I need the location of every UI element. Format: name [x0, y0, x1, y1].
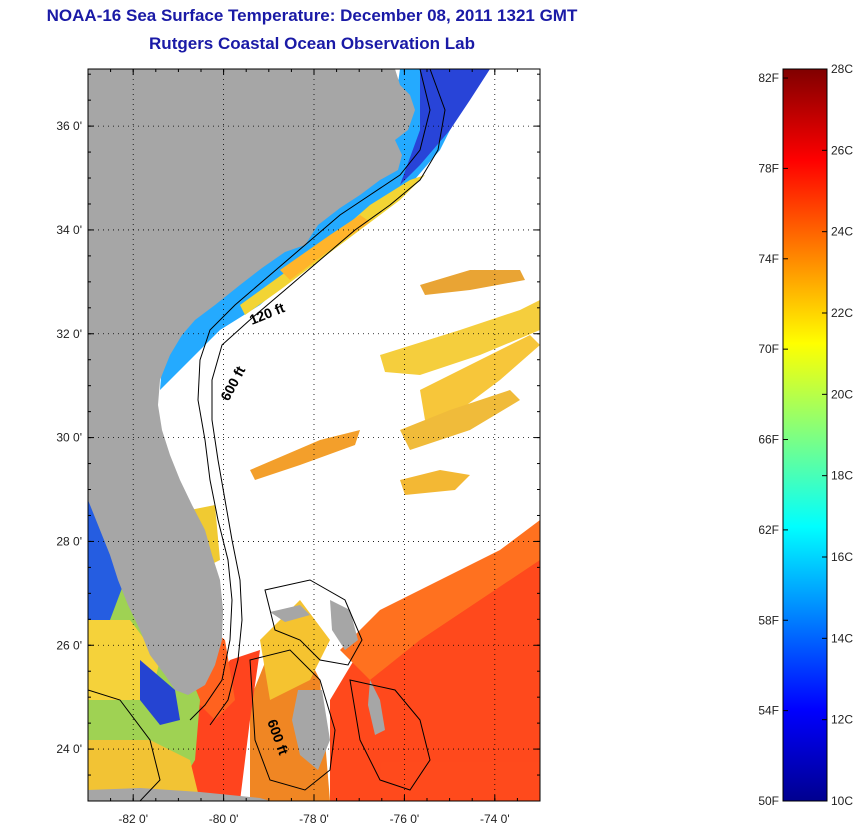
lat-tick-label: 34 0': [56, 223, 82, 237]
lon-tick-label: -76 0': [390, 812, 420, 826]
colorbar-label-c: 10C: [831, 794, 853, 808]
colorbar-label-f: 78F: [758, 161, 779, 175]
lat-tick-label: 32 0': [56, 327, 82, 341]
land-bahamas-grand: [270, 605, 310, 622]
longitude-labels: -82 0' -80 0' -78 0' -76 0' -74 0': [118, 812, 509, 826]
colorbar-label-c: 28C: [831, 62, 853, 76]
lat-tick-label: 26 0': [56, 638, 82, 652]
lon-tick-label: -82 0': [118, 812, 148, 826]
bathymetry-contours: [88, 69, 446, 801]
colorbar-label-f: 50F: [758, 794, 779, 808]
map-title: NOAA-16 Sea Surface Temperature: Decembe…: [46, 6, 578, 25]
lon-tick-label: -78 0': [299, 812, 329, 826]
map-subtitle: Rutgers Coastal Ocean Observation Lab: [149, 34, 475, 53]
latitude-labels: 24 0' 26 0' 28 0' 30 0' 32 0' 34 0' 36 0': [56, 119, 82, 756]
land-us-southeast: [88, 69, 415, 695]
colorbar-label-c: 20C: [831, 387, 853, 401]
colorbar-label-f: 70F: [758, 342, 779, 356]
colorbar-label-c: 26C: [831, 143, 853, 157]
colorbar-label-c: 12C: [831, 713, 853, 727]
colorbar-label-f: 54F: [758, 704, 779, 718]
colorbar: [782, 68, 828, 802]
colorbar-label-c: 16C: [831, 550, 853, 564]
colorbar-label-c: 14C: [831, 631, 853, 645]
land-bahamas-abaco: [330, 600, 358, 650]
colorbar-label-f: 58F: [758, 613, 779, 627]
land-bahamas-andros: [292, 690, 330, 770]
lon-tick-label: -80 0': [209, 812, 239, 826]
colorbar-label-f: 82F: [758, 71, 779, 85]
lat-tick-label: 24 0': [56, 742, 82, 756]
colorbar-label-c: 18C: [831, 469, 853, 483]
colorbar-label-f: 66F: [758, 433, 779, 447]
colorbar-label-f: 74F: [758, 252, 779, 266]
lon-tick-label: -74 0': [480, 812, 510, 826]
lat-tick-label: 36 0': [56, 119, 82, 133]
colorbar-label-f: 62F: [758, 523, 779, 537]
land-bahamas-eleuthera: [368, 680, 385, 735]
colorbar-fahrenheit-labels: 82F 78F 74F 70F 66F 62F 58F 54F 50F: [758, 71, 788, 808]
colorbar-label-c: 24C: [831, 225, 853, 239]
map-frame: [87, 68, 541, 802]
lat-tick-label: 30 0': [56, 431, 82, 445]
colorbar-celsius-labels: 28C 26C 24C 22C 20C 18C 16C 14C 12C 10C: [822, 62, 853, 808]
lat-tick-label: 28 0': [56, 534, 82, 548]
colorbar-label-c: 22C: [831, 306, 853, 320]
